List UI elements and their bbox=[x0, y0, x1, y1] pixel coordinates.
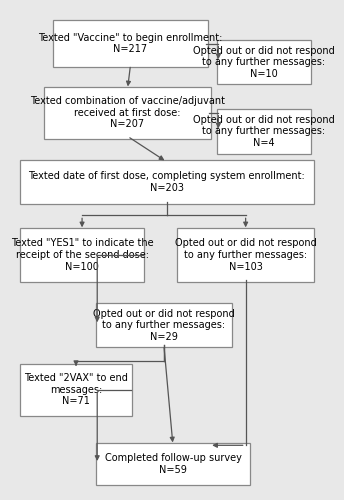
Text: Completed follow-up survey
N=59: Completed follow-up survey N=59 bbox=[105, 453, 241, 474]
Text: Opted out or did not respond
to any further messages:
N=4: Opted out or did not respond to any furt… bbox=[193, 114, 335, 148]
FancyBboxPatch shape bbox=[217, 109, 311, 154]
Text: Texted "Vaccine" to begin enrollment:
N=217: Texted "Vaccine" to begin enrollment: N=… bbox=[38, 33, 223, 54]
FancyBboxPatch shape bbox=[96, 443, 250, 485]
Text: Opted out or did not respond
to any further messages:
N=29: Opted out or did not respond to any furt… bbox=[93, 308, 235, 342]
FancyBboxPatch shape bbox=[44, 87, 211, 139]
FancyBboxPatch shape bbox=[53, 20, 208, 67]
FancyBboxPatch shape bbox=[96, 303, 232, 348]
Text: Texted combination of vaccine/adjuvant
received at first dose:
N=207: Texted combination of vaccine/adjuvant r… bbox=[30, 96, 225, 130]
FancyBboxPatch shape bbox=[20, 228, 144, 282]
Text: Opted out or did not respond
to any further messages:
N=10: Opted out or did not respond to any furt… bbox=[193, 46, 335, 78]
FancyBboxPatch shape bbox=[20, 160, 314, 204]
Text: Texted "YES1" to indicate the
receipt of the second dose:
N=100: Texted "YES1" to indicate the receipt of… bbox=[11, 238, 153, 272]
FancyBboxPatch shape bbox=[178, 228, 314, 282]
FancyBboxPatch shape bbox=[217, 40, 311, 84]
Text: Texted date of first dose, completing system enrollment:
N=203: Texted date of first dose, completing sy… bbox=[29, 171, 305, 192]
Text: Texted "2VAX" to end
messages:
N=71: Texted "2VAX" to end messages: N=71 bbox=[24, 373, 128, 406]
Text: Opted out or did not respond
to any further messages:
N=103: Opted out or did not respond to any furt… bbox=[175, 238, 316, 272]
FancyBboxPatch shape bbox=[20, 364, 132, 416]
